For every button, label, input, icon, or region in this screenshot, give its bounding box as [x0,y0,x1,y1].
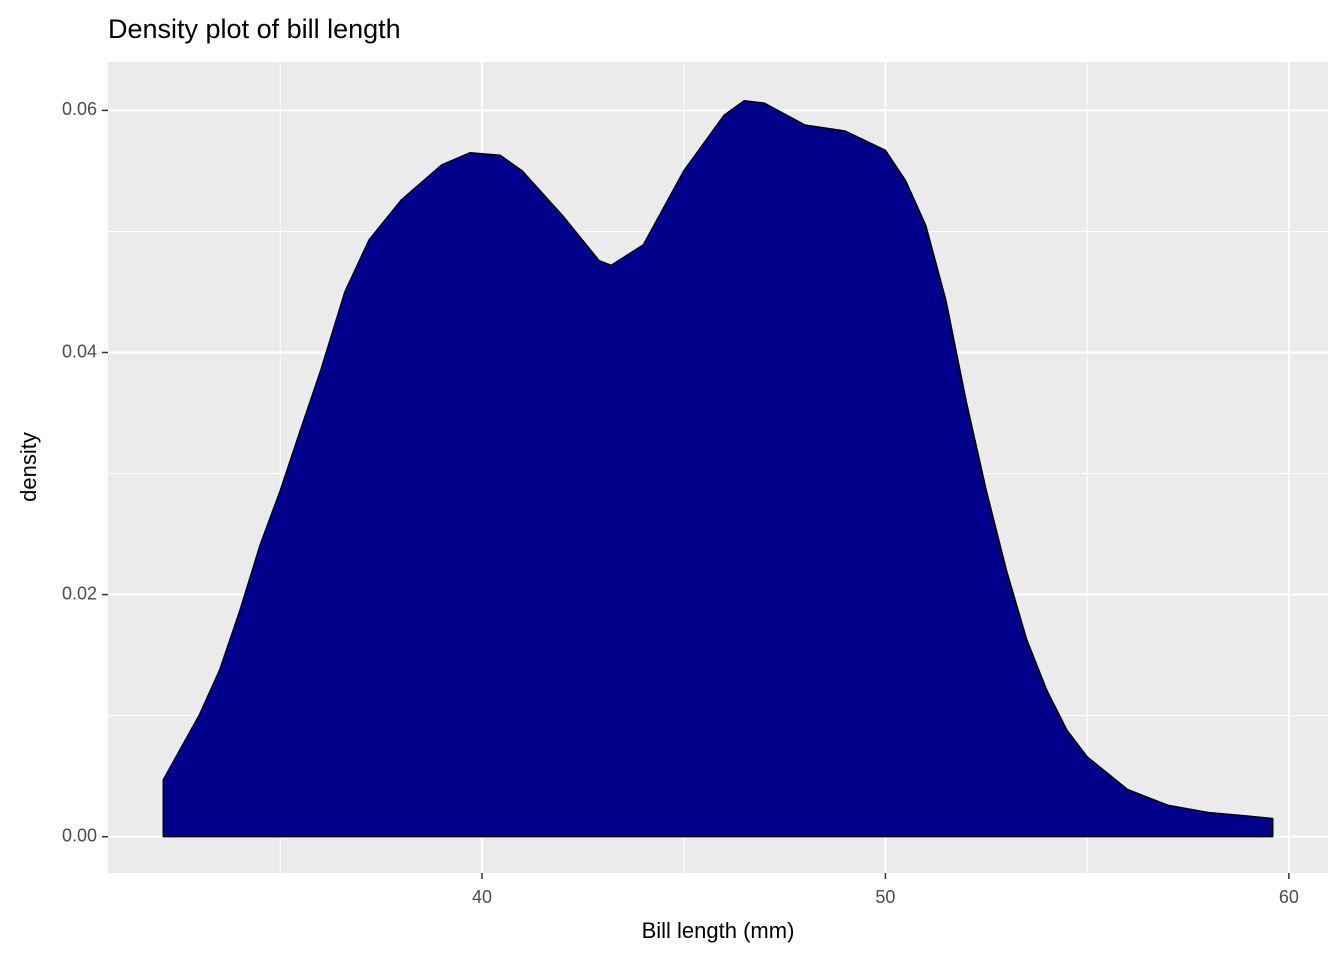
density-area [162,99,1274,838]
y-tick-label: 0.04 [62,341,97,361]
y-tick-label: 0.02 [62,583,97,603]
x-tick-label: 60 [1279,887,1299,907]
x-tick-label: 40 [472,887,492,907]
y-axis-title: density [16,432,41,502]
y-tick-label: 0.00 [62,825,97,845]
x-axis-title: Bill length (mm) [642,918,795,943]
x-tick-label: 50 [875,887,895,907]
chart-title: Density plot of bill length [108,14,401,44]
y-tick-label: 0.06 [62,99,97,119]
